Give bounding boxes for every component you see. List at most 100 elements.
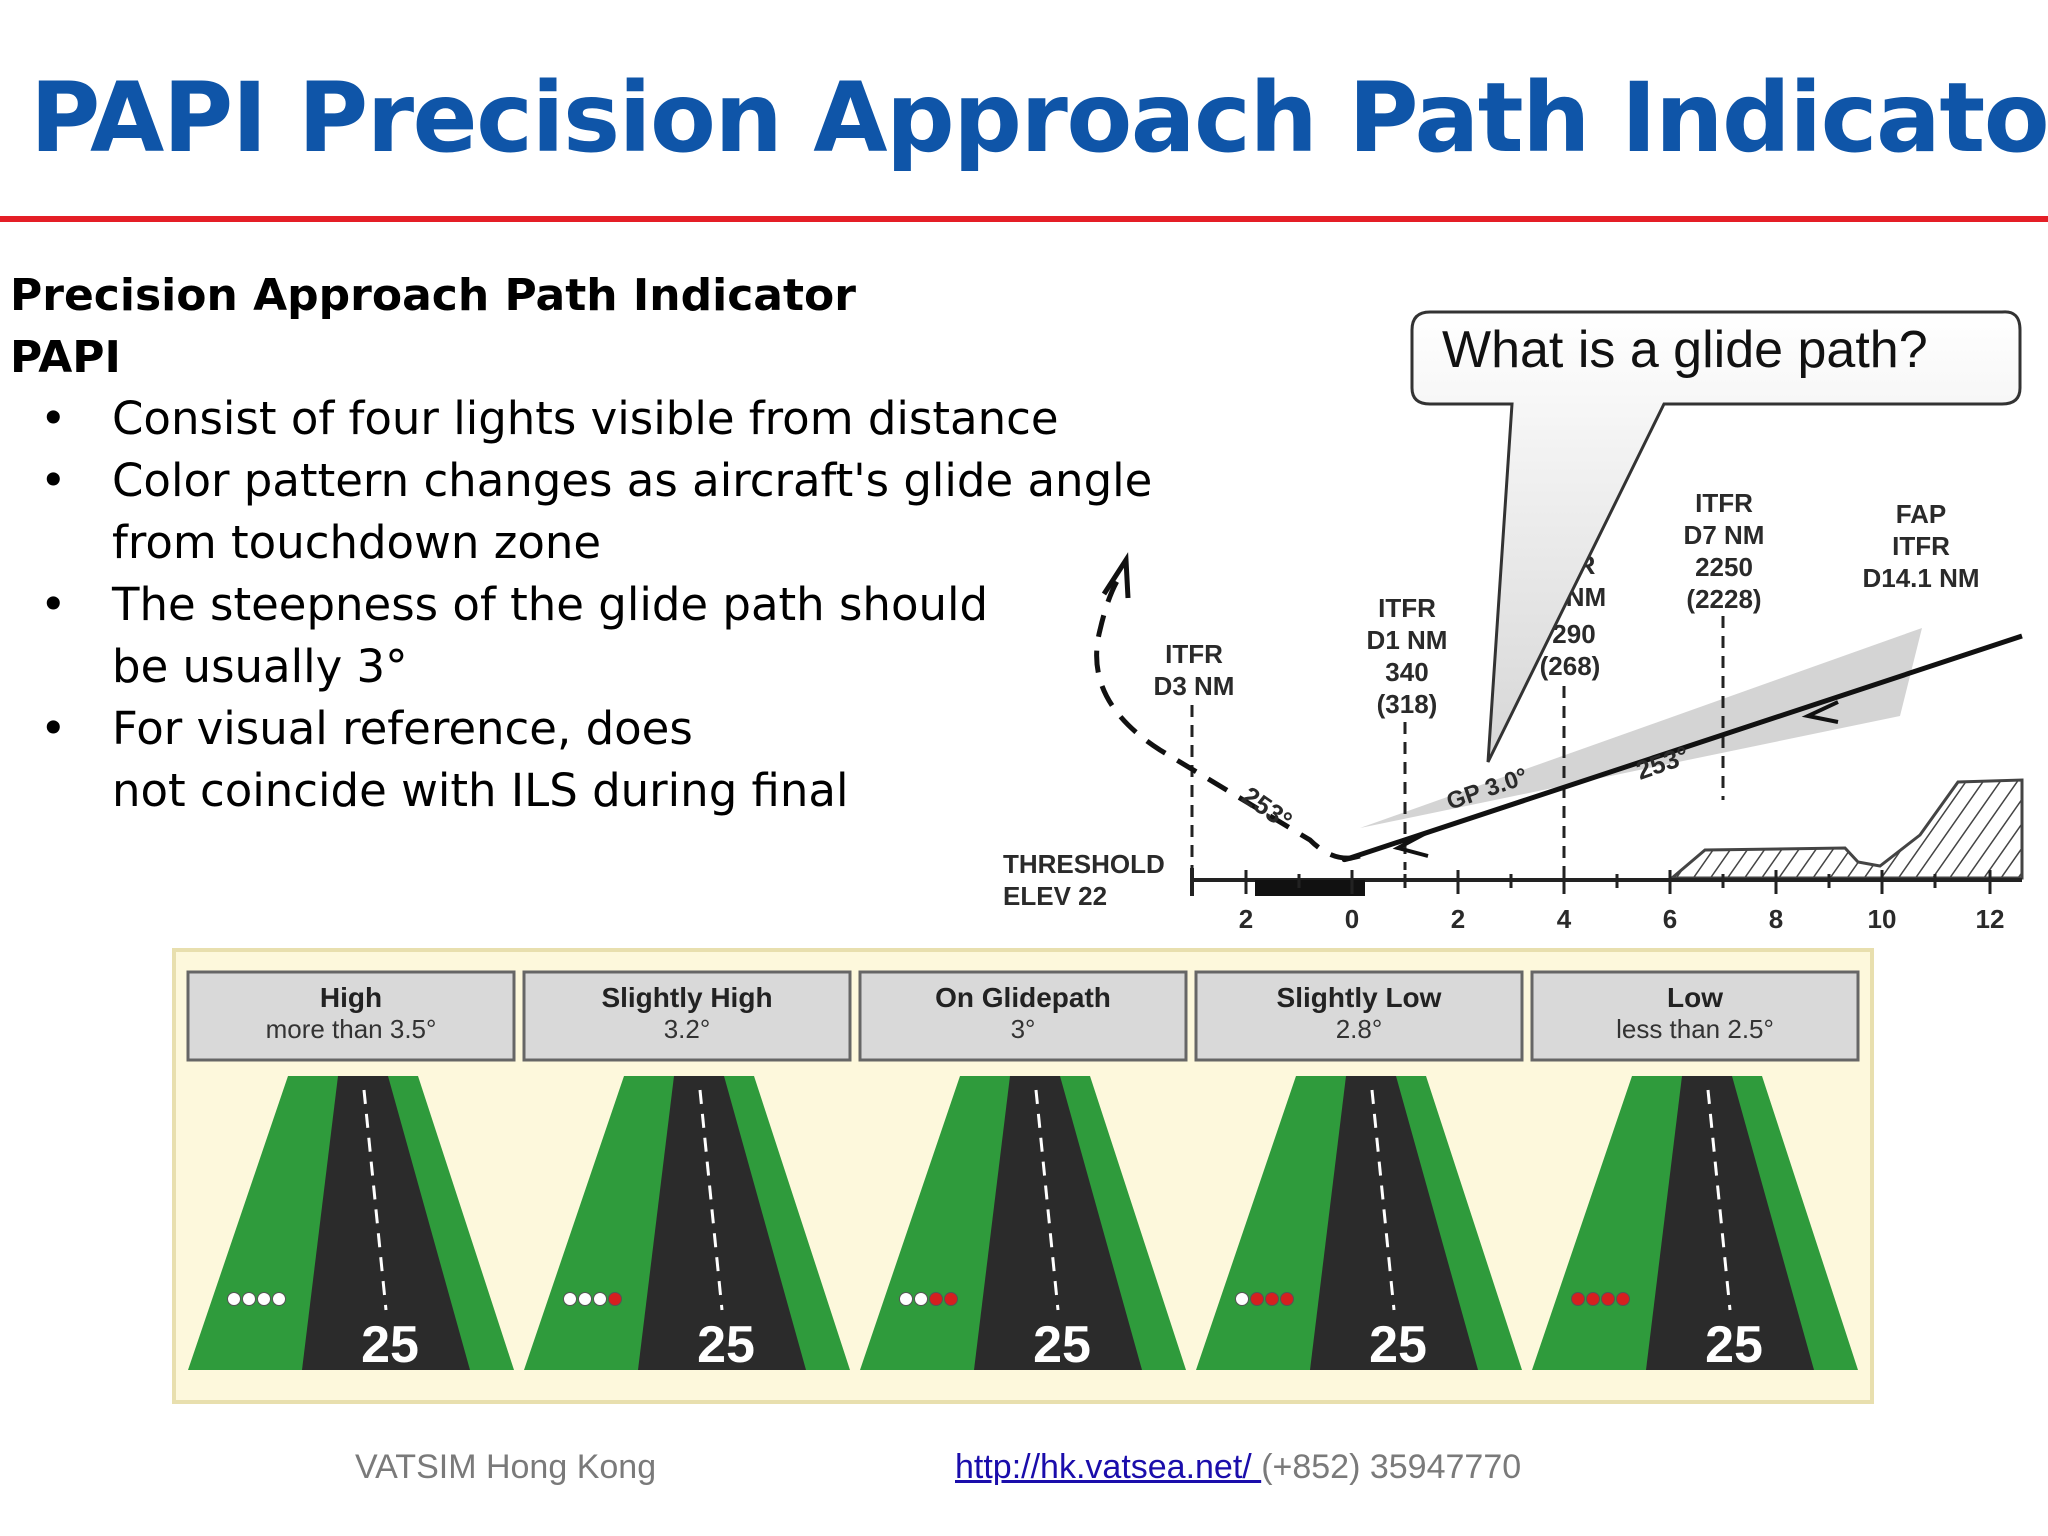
- runway-surface: [302, 1076, 470, 1370]
- approach-direction-arrow: [1392, 830, 1429, 858]
- bullet-line: not coincide with ILS during final: [112, 764, 849, 817]
- footer-org: VATSIM Hong Kong: [355, 1448, 657, 1486]
- axis-tick-label: 12: [1976, 904, 2005, 934]
- indication-label: Low: [1667, 982, 1723, 1013]
- papi-light-white: [257, 1292, 271, 1306]
- indication-angle: 2.8°: [1336, 1014, 1383, 1044]
- footer-phone: (+852) 35947770: [1261, 1448, 1522, 1486]
- fix-label: ITFR: [1165, 639, 1223, 669]
- terrain-profile: [1667, 778, 2024, 880]
- papi-light-white: [1235, 1292, 1249, 1306]
- approach-direction-arrow: [1801, 700, 1839, 724]
- papi-light-white: [563, 1292, 577, 1306]
- bullet-list: • Consist of four lights visible from dis…: [40, 388, 1152, 822]
- axis-tick-label: 10: [1868, 904, 1897, 934]
- papi-light-white: [578, 1292, 592, 1306]
- bullet-line: Consist of four lights visible from dist…: [112, 392, 1059, 445]
- papi-light-red: [608, 1292, 622, 1306]
- indication-label-box: [186, 970, 516, 1062]
- runway-number: 25: [697, 1316, 755, 1374]
- bullet-marker: •: [40, 578, 67, 631]
- papi-light-white: [227, 1292, 241, 1306]
- fix-label: (268): [1540, 651, 1601, 681]
- papi-light-white: [242, 1292, 256, 1306]
- section-subheading: PAPI: [10, 332, 121, 383]
- fix-label: ITFR: [1892, 531, 1950, 561]
- runway-number: 25: [1369, 1316, 1427, 1374]
- papi-light-white: [899, 1292, 913, 1306]
- indication-angle: more than 3.5°: [266, 1014, 437, 1044]
- papi-light-white: [914, 1292, 928, 1306]
- papi-light-white: [593, 1292, 607, 1306]
- indication-label: High: [320, 982, 382, 1013]
- bullet-item: • The steepness of the glide path should b…: [40, 574, 1152, 698]
- runway-surface: [1310, 1076, 1478, 1370]
- runway-centerline: [1370, 1089, 1396, 1311]
- bullet-item: • Color pattern changes as aircraft's gli…: [40, 450, 1152, 574]
- indication-angle: 3°: [1011, 1014, 1036, 1044]
- bullet-line: Color pattern changes as aircraft's glid…: [112, 454, 1153, 507]
- papi-light-red: [1265, 1292, 1279, 1306]
- indication-label: On Glidepath: [935, 982, 1111, 1013]
- indication-angle: less than 2.5°: [1616, 1014, 1774, 1044]
- papi-light-red: [1280, 1292, 1294, 1306]
- bullet-line: from touchdown zone: [112, 516, 602, 569]
- threshold-elev-label: ELEV 22: [1003, 881, 1107, 911]
- fix-label: ITFR: [1695, 488, 1753, 518]
- fix-label: ITFR: [1378, 593, 1436, 623]
- runway-centerline: [1706, 1089, 1732, 1311]
- fix-label: 340: [1385, 657, 1428, 687]
- missed-approach-path: [1094, 574, 1353, 861]
- fix-label: FAP: [1896, 499, 1947, 529]
- missed-approach-arrowhead: [1101, 552, 1131, 599]
- bullet-marker: •: [40, 702, 67, 755]
- section-heading: Precision Approach Path Indicator: [10, 270, 856, 321]
- fix-label: D3 NM: [1154, 671, 1235, 701]
- axis-tick-label: 6: [1663, 904, 1677, 934]
- indication-label: Slightly High: [601, 982, 772, 1013]
- fix-label: (2228): [1686, 584, 1761, 614]
- footer-link[interactable]: http://hk.vatsea.net/: [955, 1448, 1262, 1486]
- axis-tick-label: 4: [1557, 904, 1572, 934]
- fix-label: 2250: [1695, 552, 1753, 582]
- indication-label-box: [1194, 970, 1524, 1062]
- papi-light-white: [272, 1292, 286, 1306]
- bullet-item: • For visual reference, does not coincide …: [40, 698, 1152, 822]
- papi-light-red: [944, 1292, 958, 1306]
- bullet-marker: •: [40, 392, 67, 445]
- glide-slope-wedge: [1360, 628, 1922, 828]
- axis-tick-label: 2: [1451, 904, 1465, 934]
- footer-contact: http://hk.vatsea.net/ (+852) 35947770: [955, 1448, 1521, 1487]
- runway-surface: [638, 1076, 806, 1370]
- title-divider: [0, 216, 2048, 222]
- indication-label-box: [1530, 970, 1860, 1062]
- papi-light-red: [1616, 1292, 1630, 1306]
- indication-label-box: [858, 970, 1188, 1062]
- runway-surface: [1646, 1076, 1814, 1370]
- runway-surface: [974, 1076, 1142, 1370]
- callout-text: What is a glide path?: [1442, 321, 1928, 379]
- axis-tick-label: 8: [1769, 904, 1783, 934]
- papi-light-red: [1571, 1292, 1585, 1306]
- threshold-label: THRESHOLD: [1003, 849, 1165, 879]
- indication-label: Slightly Low: [1277, 982, 1442, 1013]
- bullet-marker: •: [40, 454, 67, 507]
- axis-ticks: [1244, 870, 1992, 894]
- papi-light-red: [1586, 1292, 1600, 1306]
- indication-label-box: [522, 970, 852, 1062]
- fix-label: (318): [1377, 689, 1438, 719]
- fix-label: D7 NM: [1684, 520, 1765, 550]
- runway-centerline: [1034, 1089, 1060, 1311]
- runway-centerline: [698, 1089, 724, 1311]
- papi-light-red: [1250, 1292, 1264, 1306]
- bullet-line: be usually 3°: [112, 640, 408, 693]
- papi-light-red: [929, 1292, 943, 1306]
- fix-label: D1 NM: [1367, 625, 1448, 655]
- axis-tick-label: 2: [1239, 904, 1253, 934]
